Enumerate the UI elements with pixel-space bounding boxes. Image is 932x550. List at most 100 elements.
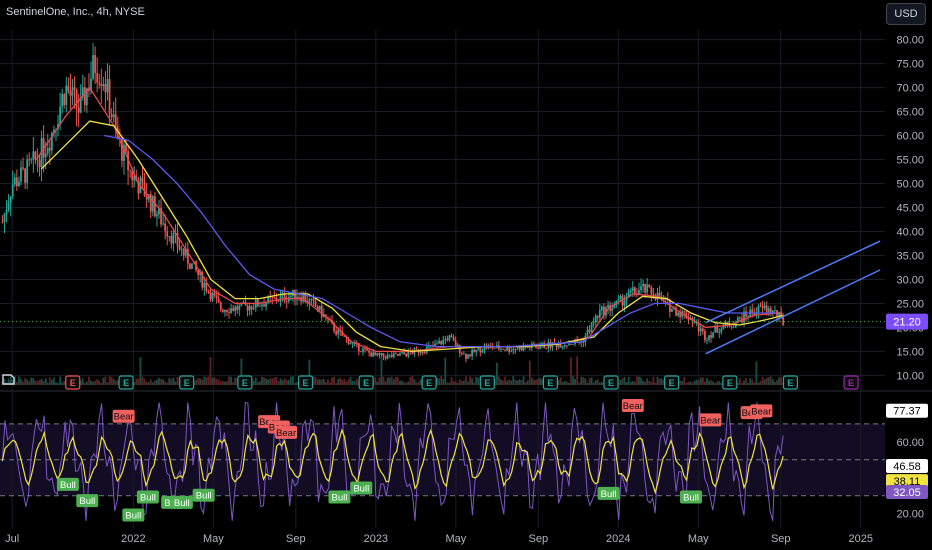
candle-body bbox=[180, 248, 183, 250]
earnings-marker-label: E bbox=[547, 378, 553, 388]
volume-bar bbox=[646, 378, 649, 385]
candle-body bbox=[380, 353, 383, 356]
bull-signal-tag bbox=[136, 490, 159, 504]
volume-bar bbox=[166, 382, 169, 385]
candle-body bbox=[106, 79, 109, 93]
last-price-tag bbox=[886, 313, 928, 330]
candle-body bbox=[26, 159, 29, 183]
candle-body bbox=[436, 343, 438, 345]
volume-bar bbox=[168, 377, 171, 385]
oscillator-value-label: 32.05 bbox=[893, 487, 921, 499]
volume-bar bbox=[355, 378, 358, 385]
volume-bar bbox=[203, 376, 206, 385]
volume-bar bbox=[20, 378, 22, 385]
candle-body bbox=[90, 78, 92, 91]
candle-body bbox=[209, 291, 212, 300]
bull-signal-tag bbox=[350, 481, 373, 495]
bull-signal-label: Bull bbox=[140, 492, 156, 503]
bear-signal-label: Bear bbox=[751, 406, 771, 417]
candle-body bbox=[20, 167, 22, 182]
price-tick-label: 10.00 bbox=[896, 370, 924, 382]
candle-body bbox=[671, 308, 673, 312]
bear-signal-label: Bear bbox=[114, 412, 134, 423]
time-tick-label: Sep bbox=[286, 533, 306, 545]
volume-bar bbox=[236, 377, 239, 385]
candle-body bbox=[747, 316, 750, 318]
moving-average-line bbox=[35, 86, 779, 353]
candle-body bbox=[271, 297, 274, 299]
volume-bar bbox=[240, 358, 243, 385]
volume-bar bbox=[92, 381, 94, 385]
candle-body bbox=[347, 338, 350, 345]
volume-bar bbox=[442, 378, 445, 385]
candle-body bbox=[730, 326, 733, 328]
candle-body bbox=[300, 297, 303, 302]
volume-bar bbox=[695, 379, 698, 385]
candle-body bbox=[508, 347, 511, 352]
candle-body bbox=[104, 83, 107, 93]
candle-body bbox=[22, 167, 24, 169]
bull-signal-label: Bull bbox=[683, 492, 699, 503]
volume-bar bbox=[462, 380, 465, 385]
volume-bar bbox=[658, 378, 661, 385]
candle-body bbox=[563, 345, 566, 347]
candle-body bbox=[386, 354, 389, 359]
volume-bar bbox=[448, 382, 451, 385]
candle-body bbox=[528, 347, 531, 349]
candle-body bbox=[623, 300, 626, 306]
bull-signal-tag bbox=[680, 490, 703, 504]
volume-bar bbox=[759, 380, 762, 385]
candle-body bbox=[123, 144, 125, 161]
candle-body bbox=[224, 310, 226, 312]
volume-bar bbox=[275, 376, 278, 385]
volume-bar bbox=[374, 377, 377, 385]
volume-bar bbox=[736, 382, 739, 385]
currency-button[interactable]: USD bbox=[886, 3, 926, 25]
candle-body bbox=[578, 342, 581, 344]
volume-bar bbox=[110, 376, 113, 385]
volume-bar bbox=[337, 378, 340, 385]
candle-body bbox=[265, 302, 268, 307]
volume-bar bbox=[510, 380, 513, 385]
candle-body bbox=[156, 214, 158, 217]
candle-body bbox=[304, 295, 307, 302]
volume-bar bbox=[376, 381, 379, 385]
volume-bar bbox=[254, 377, 257, 385]
volume-bar bbox=[228, 376, 230, 385]
candle-body bbox=[592, 322, 595, 324]
candle-body bbox=[246, 305, 249, 311]
candle-body bbox=[477, 347, 480, 350]
volume-bar bbox=[699, 377, 702, 385]
volume-bar bbox=[574, 378, 577, 385]
candle-body bbox=[401, 352, 403, 354]
volume-bar bbox=[506, 380, 509, 385]
volume-bar bbox=[631, 381, 634, 385]
candle-body bbox=[287, 297, 290, 302]
candle-body bbox=[462, 353, 465, 355]
volume-bar bbox=[592, 382, 595, 385]
volume-bar bbox=[221, 381, 224, 385]
price-tick-label: 60.00 bbox=[896, 131, 924, 143]
candle-body bbox=[771, 310, 774, 314]
oscillator-value-tag bbox=[886, 485, 928, 500]
volume-bar bbox=[294, 382, 296, 385]
volume-bar bbox=[289, 376, 292, 385]
candle-body bbox=[625, 297, 628, 301]
earnings-marker bbox=[297, 375, 314, 390]
price-tick-label: 50.00 bbox=[896, 179, 924, 191]
earnings-marker-label: E bbox=[184, 378, 190, 388]
volume-bar bbox=[761, 376, 764, 385]
candle-body bbox=[277, 301, 280, 302]
volume-bar bbox=[741, 382, 743, 385]
volume-bar bbox=[656, 376, 659, 385]
candle-body bbox=[473, 349, 476, 353]
candle-body bbox=[588, 330, 591, 332]
volume-bar bbox=[98, 380, 101, 385]
oscillator-tick-label: 20.00 bbox=[896, 509, 924, 521]
volume-bar bbox=[753, 382, 756, 385]
time-tick-label: 2022 bbox=[121, 533, 145, 545]
bull-signal-tag bbox=[56, 477, 79, 491]
volume-bar bbox=[30, 377, 33, 385]
candle-body bbox=[557, 344, 560, 348]
